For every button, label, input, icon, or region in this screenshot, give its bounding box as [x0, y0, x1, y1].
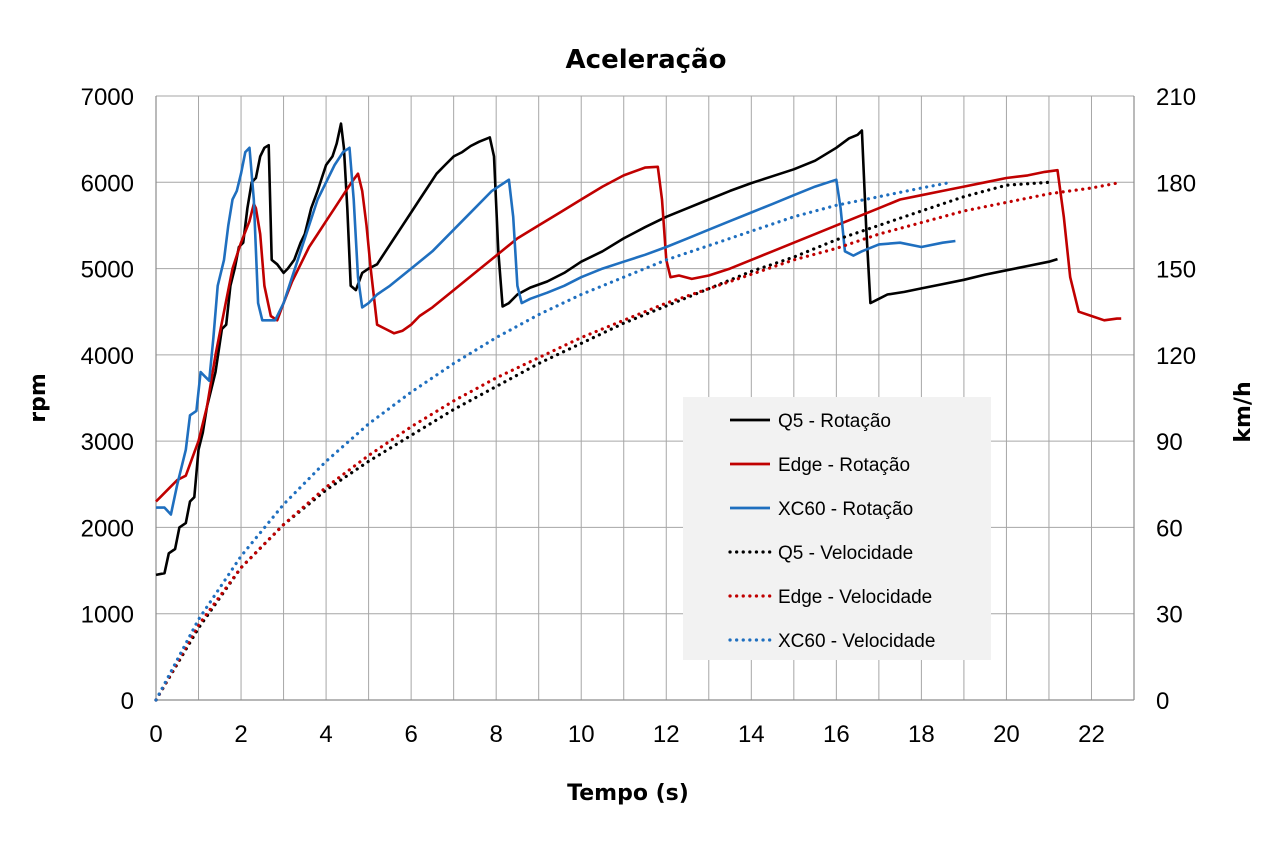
legend-label-3: Q5 - Velocidade: [778, 543, 913, 564]
y-left-tick-label: 2000: [81, 515, 134, 542]
x-tick-label: 22: [1078, 721, 1105, 748]
y-left-tick-label: 4000: [81, 343, 134, 370]
legend-label-2: XC60 - Rotação: [778, 499, 913, 520]
x-tick-label: 2: [234, 721, 247, 748]
y-right-tick-label: 60: [1156, 515, 1183, 542]
x-tick-label: 16: [823, 721, 850, 748]
y-left-tick-label: 7000: [81, 84, 134, 111]
x-tick-label: 0: [149, 721, 162, 748]
y-left-axis-title: rpm: [26, 373, 51, 423]
x-axis-title: Tempo (s): [567, 781, 689, 806]
x-tick-label: 8: [489, 721, 502, 748]
y-left-tick-label: 1000: [81, 602, 134, 629]
y-left-tick-label: 6000: [81, 170, 134, 197]
y-left-tick-label: 0: [121, 688, 134, 715]
x-tick-label: 12: [653, 721, 680, 748]
y-right-tick-label: 30: [1156, 602, 1183, 629]
plot-frame: [155, 96, 1135, 701]
y-right-tick-label: 150: [1156, 257, 1196, 284]
legend-label-4: Edge - Velocidade: [778, 587, 932, 608]
y-left-tick-label: 3000: [81, 429, 134, 456]
legend-label-5: XC60 - Velocidade: [778, 631, 935, 652]
y-right-axis-ticks: 0 30 60 90 120 150 180 210: [1156, 84, 1196, 715]
series-line-5: [154, 180, 953, 702]
x-tick-label: 6: [404, 721, 417, 748]
grid: [156, 95, 1134, 700]
y-right-tick-label: 210: [1156, 84, 1196, 111]
y-right-tick-label: 180: [1156, 170, 1196, 197]
series-line-2: [156, 146, 956, 516]
y-right-tick-label: 120: [1156, 343, 1196, 370]
x-tick-label: 10: [568, 721, 595, 748]
series-line-4: [154, 180, 1123, 702]
legend: Q5 - Rotação Edge - Rotação XC60 - Rotação…: [683, 397, 991, 660]
y-right-tick-label: 90: [1156, 429, 1183, 456]
x-axis-ticks: 0 2 4 6 8 10 12 14 16 18 20 22: [149, 721, 1105, 748]
chart-title: Aceleração: [566, 45, 727, 75]
y-right-axis-title: km/h: [1231, 381, 1256, 442]
y-left-tick-label: 5000: [81, 257, 134, 284]
y-left-axis-ticks: 0 1000 2000 3000 4000 5000 6000 7000: [81, 84, 134, 715]
x-tick-label: 14: [738, 721, 765, 748]
y-right-tick-label: 0: [1156, 688, 1169, 715]
series-line-3: [154, 180, 1051, 702]
x-tick-label: 20: [993, 721, 1020, 748]
x-tick-label: 4: [319, 721, 332, 748]
legend-label-0: Q5 - Rotação: [778, 411, 891, 432]
legend-label-1: Edge - Rotação: [778, 455, 910, 476]
series-lines: [154, 122, 1123, 702]
legend-box: [683, 397, 991, 660]
x-tick-label: 18: [908, 721, 935, 748]
